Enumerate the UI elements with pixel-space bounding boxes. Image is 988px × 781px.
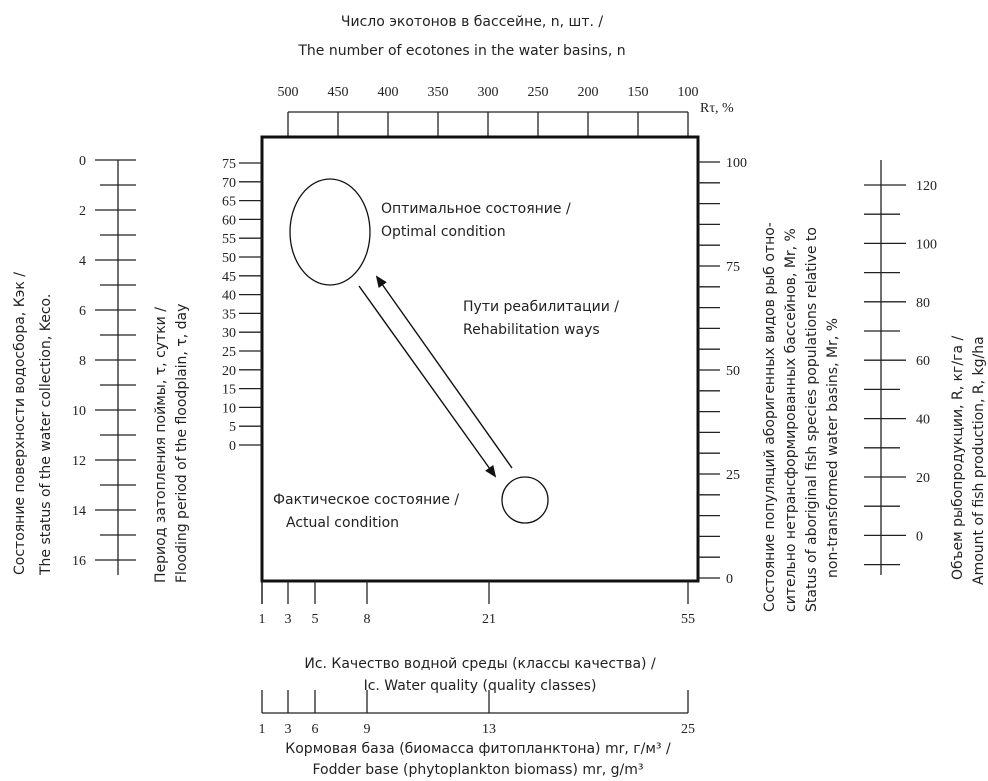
top-axis-title-ru: Число экотонов в бассейне, n, шт. / bbox=[341, 14, 604, 30]
left-inner-axis-tick-label: 0 bbox=[229, 439, 236, 454]
top-axis-tick-label: 350 bbox=[428, 85, 449, 100]
bottom-axis-title-ru: Ис. Качество водной среды (классы качест… bbox=[304, 656, 656, 672]
left-inner-axis-tick-label: 25 bbox=[222, 345, 236, 360]
left-outer-axis-tick-label: 6 bbox=[79, 304, 86, 319]
left-inner-axis-tick-label: 20 bbox=[222, 364, 236, 379]
top-axis-r-label: Rτ, % bbox=[700, 101, 734, 116]
top-axis-tick-label: 450 bbox=[328, 85, 349, 100]
left-outer-axis-tick-label: 10 bbox=[72, 404, 86, 419]
bottom2-axis-tick-label: 6 bbox=[312, 722, 319, 737]
right-outer-axis-tick-label: 0 bbox=[916, 529, 923, 544]
left-inner-axis-tick-label: 70 bbox=[222, 176, 236, 191]
actual-label-en: Actual condition bbox=[286, 515, 399, 531]
rehabilitation-arrow bbox=[375, 275, 513, 469]
actual-label-ru: Фактическое состояние / bbox=[273, 492, 459, 508]
left-outer-axis-tick-label: 16 bbox=[72, 554, 86, 569]
left-inner-axis-title-en: Flooding period of the floodplain, τ, da… bbox=[174, 304, 190, 583]
rehab-label-en: Rehabilitation ways bbox=[463, 322, 600, 338]
right-inner-axis-tick-label: 50 bbox=[726, 364, 740, 379]
left-inner-axis-tick-label: 55 bbox=[222, 232, 236, 247]
left-outer-axis-tick-label: 8 bbox=[79, 354, 86, 369]
top-axis-title-en: The number of ecotones in the water basi… bbox=[297, 43, 625, 59]
left-inner-axis-tick-label: 60 bbox=[222, 213, 236, 228]
bottom-axis-tick-label: 8 bbox=[364, 612, 371, 627]
right-outer-axis-tick-label: 20 bbox=[916, 471, 930, 486]
right-outer-axis-title-ru: Объем рыбопродукции, R, кг/га / bbox=[950, 335, 966, 580]
optimal-label-en: Optimal condition bbox=[381, 224, 506, 240]
left-inner-axis-tick-label: 30 bbox=[222, 326, 236, 341]
bottom2-axis-title-ru: Кормовая база (биомасса фитопланктона) m… bbox=[285, 741, 671, 757]
right-inner-axis-title-2: сительно нетрансформированных бассейнов,… bbox=[783, 228, 799, 612]
left-inner-axis-tick-label: 15 bbox=[222, 383, 236, 398]
main-frame bbox=[260, 135, 700, 583]
left-inner-axis-tick-label: 35 bbox=[222, 307, 236, 322]
bottom2-axis-ticks: 1 3 6 9 13 25 bbox=[259, 690, 695, 737]
bottom-axis-ticks: 1 3 5 8 21 55 bbox=[259, 581, 695, 627]
top-axis-tick-label: 200 bbox=[578, 85, 599, 100]
right-inner-axis-title-4: non-transformed water basins, Mr, % bbox=[825, 318, 841, 578]
left-outer-axis-tick-label: 0 bbox=[79, 154, 86, 169]
right-outer-axis-tick-label: 120 bbox=[916, 179, 937, 194]
left-outer-axis-tick-label: 2 bbox=[79, 204, 86, 219]
left-outer-axis-ticks: 0 2 4 6 8 10 12 14 16 bbox=[72, 154, 136, 569]
top-axis-tick-label: 250 bbox=[528, 85, 549, 100]
top-axis-tick-label: 100 bbox=[678, 85, 699, 100]
left-inner-axis-tick-label: 10 bbox=[222, 401, 236, 416]
left-outer-axis-tick-label: 12 bbox=[72, 454, 86, 469]
optimal-label-ru: Оптимальное состояние / bbox=[381, 201, 571, 217]
left-inner-axis-tick-label: 65 bbox=[222, 195, 236, 210]
right-outer-axis-title-en: Amount of fish production, R, kg/ha bbox=[971, 336, 987, 585]
left-inner-axis-tick-label: 45 bbox=[222, 270, 236, 285]
degradation-arrow bbox=[358, 285, 497, 478]
bottom2-axis-title-en: Fodder base (phytoplankton biomass) mr, … bbox=[312, 762, 643, 778]
bottom2-axis-tick-label: 25 bbox=[681, 722, 695, 737]
bottom-axis-tick-label: 1 bbox=[259, 612, 266, 627]
right-inner-axis-tick-label: 0 bbox=[726, 572, 733, 587]
bottom-axis-tick-label: 55 bbox=[681, 612, 695, 627]
left-inner-axis-tick-label: 50 bbox=[222, 251, 236, 266]
right-outer-axis-ticks: 120 100 80 60 40 20 0 bbox=[864, 179, 937, 566]
right-outer-axis-tick-label: 40 bbox=[916, 413, 930, 428]
bottom2-axis-tick-label: 1 bbox=[259, 722, 266, 737]
left-outer-axis-tick-label: 14 bbox=[72, 504, 86, 519]
optimal-condition-ellipse bbox=[289, 178, 371, 286]
bottom-axis-tick-label: 21 bbox=[482, 612, 496, 627]
left-outer-axis-title-ru: Состояние поверхности водосбора, Кэк / bbox=[12, 272, 28, 575]
rehab-label-ru: Пути реабилитации / bbox=[463, 299, 619, 315]
bottom2-axis-tick-label: 13 bbox=[482, 722, 496, 737]
right-outer-axis-tick-label: 60 bbox=[916, 354, 930, 369]
bottom2-axis-tick-label: 3 bbox=[285, 722, 292, 737]
top-axis-tick-label: 400 bbox=[378, 85, 399, 100]
left-outer-axis-tick-label: 4 bbox=[79, 254, 86, 269]
actual-condition-circle bbox=[501, 476, 549, 524]
right-outer-axis-tick-label: 100 bbox=[916, 237, 937, 252]
left-inner-axis-tick-label: 75 bbox=[222, 157, 236, 172]
left-inner-axis-tick-label: 40 bbox=[222, 289, 236, 304]
bottom-axis-title-en: Ic. Water quality (quality classes) bbox=[364, 678, 597, 694]
right-inner-axis-ticks: 100 75 50 25 0 bbox=[698, 156, 747, 587]
bottom-axis-tick-label: 3 bbox=[285, 612, 292, 627]
right-inner-axis-title-3: Status of aboriginal fish species popula… bbox=[804, 227, 820, 612]
right-outer-axis-tick-label: 80 bbox=[916, 296, 930, 311]
right-inner-axis-title-1: Состояние популяций аборигенных видов ры… bbox=[762, 222, 778, 612]
left-inner-axis-title-ru: Период затопления поймы, τ, сутки / bbox=[153, 307, 169, 583]
left-outer-axis-title-en: The status of the water collection, Keco… bbox=[38, 294, 54, 576]
top-axis-tick-label: 150 bbox=[628, 85, 649, 100]
right-inner-axis-tick-label: 25 bbox=[726, 468, 740, 483]
bottom-axis-tick-label: 5 bbox=[312, 612, 319, 627]
top-axis-ticks: 500 450 400 350 300 250 200 150 100 bbox=[278, 85, 699, 137]
left-inner-axis-tick-label: 5 bbox=[229, 420, 236, 435]
top-axis-tick-label: 500 bbox=[278, 85, 299, 100]
top-axis-tick-label: 300 bbox=[478, 85, 499, 100]
bottom2-axis-tick-label: 9 bbox=[364, 722, 371, 737]
right-inner-axis-tick-label: 75 bbox=[726, 260, 740, 275]
right-inner-axis-tick-label: 100 bbox=[726, 156, 747, 171]
